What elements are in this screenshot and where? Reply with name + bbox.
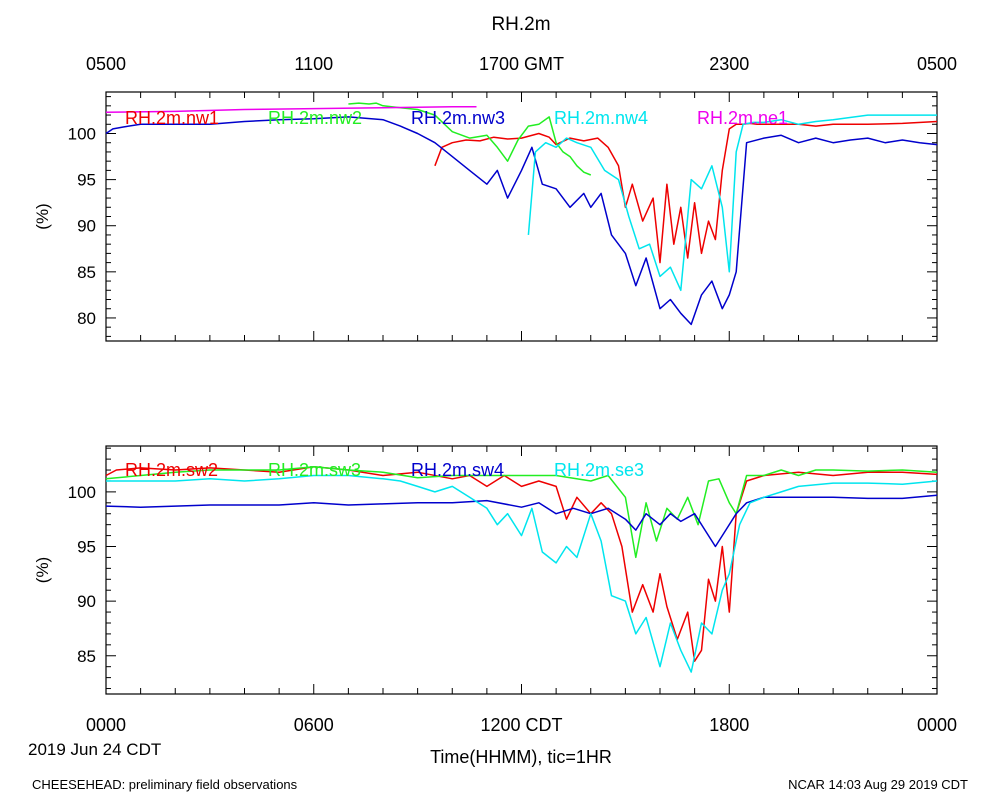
chart-title: RH.2m	[491, 14, 550, 35]
y-tick-label: 90	[77, 217, 96, 236]
y-tick-label: 95	[77, 171, 96, 190]
legend-label: RH.2m.nw1	[125, 108, 219, 128]
y-tick-label: 90	[77, 592, 96, 611]
legend-label: RH.2m.sw2	[125, 460, 218, 480]
y-axis-label: (%)	[33, 203, 52, 229]
date-label: 2019 Jun 24 CDT	[28, 740, 161, 759]
top-axis-labels: 0500 1100 1700 GMT 2300 0500	[86, 54, 957, 74]
series-line-rh-2m-nw1	[434, 120, 938, 264]
series-line-rh-2m-nw4	[527, 114, 937, 292]
series-line-rh-2m-se3	[106, 474, 938, 673]
top-axis-tick-label: 2300	[709, 54, 749, 74]
legend-label: RH.2m.nw4	[554, 108, 648, 128]
series-line-rh-2m-sw3	[105, 466, 938, 559]
y-tick-label: 85	[77, 647, 96, 666]
series-line-rh-2m-nw3	[105, 116, 938, 326]
y-tick-label: 95	[77, 538, 96, 557]
plot-frame	[105, 91, 938, 342]
bottom-axis-labels: 0000 0600 1200 CDT 1800 0000	[86, 715, 957, 735]
bottom-axis-tick-label: 0600	[294, 715, 334, 735]
x-axis-label: Time(HHMM), tic=1HR	[430, 747, 612, 767]
legend-label: RH.2m.sw3	[268, 460, 361, 480]
series-line-rh-2m-sw2	[105, 466, 938, 662]
series-line-rh-2m-sw4	[105, 494, 938, 548]
footer-right: NCAR 14:03 Aug 29 2019 CDT	[788, 777, 968, 792]
series-line-rh-2m-ne1	[105, 106, 477, 114]
bottom-axis-tick-label: 0000	[917, 715, 957, 735]
top-axis-tick-label: 0500	[86, 54, 126, 74]
y-tick-label: 100	[68, 125, 96, 144]
y-tick-label: 80	[77, 309, 96, 328]
panel-bottom: 85 90 95 100 (%) RH.2m.sw2 RH.2m.sw3 RH.2m.sw4 R…	[33, 445, 938, 695]
top-axis-tick-label: 1100	[294, 54, 333, 74]
y-tick-label: 100	[68, 483, 96, 502]
top-axis-tick-label: 0500	[917, 54, 957, 74]
y-tick-label: 85	[77, 263, 96, 282]
footer-left: CHEESEHEAD: preliminary field observatio…	[32, 777, 298, 792]
legend-label: RH.2m.ne1	[697, 108, 788, 128]
bottom-axis-tick-label: 1200 CDT	[480, 715, 562, 735]
legend-label: RH.2m.se3	[554, 460, 644, 480]
bottom-axis-tick-label: 0000	[86, 715, 126, 735]
legend-label: RH.2m.nw2	[268, 108, 362, 128]
legend-label: RH.2m.sw4	[411, 460, 504, 480]
panel-top: 80 85 90 95 100 (%) RH.2m.nw1 RH.2m.nw2 RH.2m.nw…	[33, 91, 938, 342]
bottom-axis-tick-label: 1800	[709, 715, 749, 735]
series-line-rh-2m-nw2	[348, 102, 592, 176]
legend-label: RH.2m.nw3	[411, 108, 505, 128]
top-axis-tick-label: 1700 GMT	[479, 54, 564, 74]
plot-frame	[105, 445, 938, 695]
y-axis-label: (%)	[33, 557, 52, 583]
